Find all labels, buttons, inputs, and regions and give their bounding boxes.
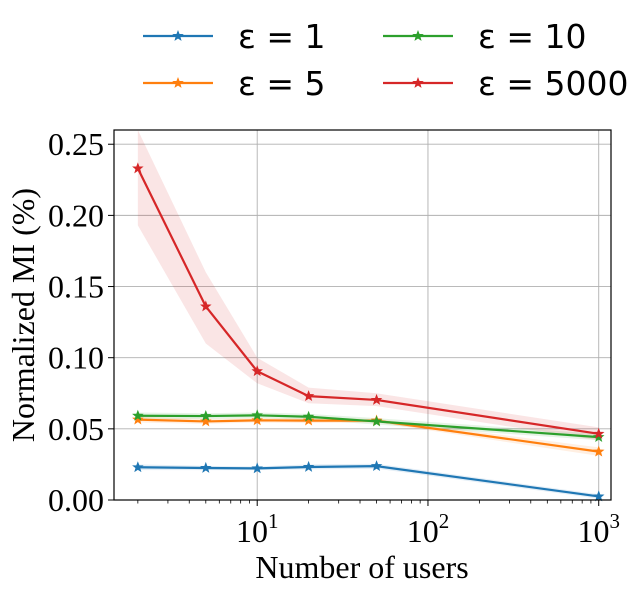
x-axis: 101 102 103 — [137, 500, 620, 549]
y-tick-label: 0.25 — [48, 126, 104, 162]
point-eps5 — [302, 414, 315, 426]
line-eps1 — [137, 465, 599, 498]
point-eps10 — [302, 410, 315, 422]
series-markers — [132, 162, 605, 502]
legend-label-eps5000: ε = 5000 — [478, 64, 628, 103]
plot-area-frame — [113, 129, 612, 501]
point-eps5000 — [251, 365, 263, 377]
point-eps1 — [370, 460, 383, 472]
y-tick-label: 0.05 — [48, 411, 104, 447]
legend-item-eps1: ε = 1 — [143, 17, 325, 56]
legend-marker-eps5 — [172, 76, 184, 88]
point-eps5000 — [200, 300, 212, 312]
line-eps10 — [137, 414, 599, 439]
y-tick-label: 0.20 — [48, 197, 104, 233]
point-eps10 — [370, 415, 383, 427]
legend-marker-eps1 — [172, 29, 184, 41]
legend: ε = 1 ε = 5 ε = 10 ε = 5000 — [143, 17, 628, 103]
y-tick-label: 0.10 — [48, 340, 104, 376]
confidence-bands — [137, 130, 599, 499]
point-eps5000 — [370, 393, 383, 405]
y-axis: 0.00 0.05 0.10 0.15 0.20 0.25 — [48, 126, 114, 518]
band-eps5000 — [137, 130, 599, 441]
point-eps1 — [132, 461, 144, 473]
series-lines — [136, 167, 599, 498]
legend-marker-eps5000 — [412, 76, 424, 88]
point-eps5 — [132, 413, 144, 425]
legend-item-eps10: ε = 10 — [383, 17, 586, 56]
point-eps10 — [592, 431, 605, 442]
legend-label-eps1: ε = 1 — [238, 17, 325, 56]
y-tick-label: 0.15 — [48, 269, 104, 305]
legend-item-eps5000: ε = 5000 — [383, 64, 628, 103]
x-tick-label: 103 — [577, 509, 620, 549]
point-eps5 — [200, 415, 212, 427]
line-eps5 — [137, 418, 599, 453]
point-eps1 — [200, 461, 212, 473]
point-eps1 — [251, 462, 263, 474]
point-eps5000 — [592, 427, 605, 439]
point-eps5 — [592, 445, 605, 457]
point-eps1 — [592, 490, 605, 502]
point-eps10 — [251, 409, 263, 421]
x-axis-label: Number of users — [255, 549, 468, 585]
legend-marker-eps10 — [412, 29, 424, 41]
y-axis-label: Normalized MI (%) — [5, 188, 41, 442]
point-eps10 — [132, 409, 144, 421]
line-eps5000 — [136, 167, 599, 435]
x-tick-label: 101 — [236, 509, 279, 549]
point-eps10 — [200, 409, 212, 421]
y-tick-label: 0.00 — [48, 482, 104, 518]
point-eps1 — [302, 460, 315, 472]
legend-label-eps10: ε = 10 — [478, 17, 586, 56]
point-eps5000 — [302, 390, 315, 402]
legend-item-eps5: ε = 5 — [143, 64, 325, 103]
legend-label-eps5: ε = 5 — [238, 64, 325, 103]
point-eps5000 — [132, 162, 144, 174]
point-eps5 — [251, 414, 263, 426]
x-tick-label: 102 — [407, 509, 450, 549]
